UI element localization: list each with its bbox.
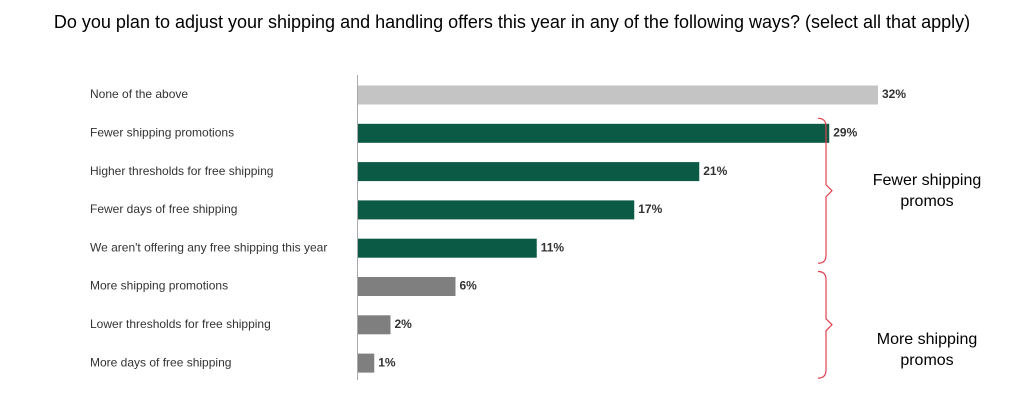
bar <box>358 85 878 105</box>
bar <box>358 315 391 335</box>
category-label: Lower thresholds for free shipping <box>90 317 271 331</box>
category-label: None of the above <box>90 87 188 101</box>
annotation: Fewer shipping promos <box>872 171 982 210</box>
category-label: We aren't offering any free shipping thi… <box>90 240 327 254</box>
category-label: More days of free shipping <box>90 355 231 369</box>
value-label: 21% <box>703 164 727 178</box>
bar <box>358 238 537 258</box>
bar <box>358 277 456 296</box>
value-label: 29% <box>833 125 857 139</box>
category-label: Higher thresholds for free shipping <box>90 164 273 178</box>
annotation: More shipping promos <box>876 330 978 369</box>
category-label: More shipping promotions <box>90 279 228 293</box>
category-label: Fewer shipping promotions <box>90 125 234 139</box>
value-label: 1% <box>378 355 396 369</box>
category-label: Fewer days of free shipping <box>90 202 237 216</box>
chart-title: Do you plan to adjust your shipping and … <box>53 12 971 32</box>
bracket <box>817 270 833 379</box>
bar <box>358 200 635 220</box>
value-label: 11% <box>541 240 565 254</box>
bar <box>358 353 375 373</box>
bar <box>358 162 700 182</box>
value-label: 32% <box>882 87 906 101</box>
bar <box>358 123 830 143</box>
bracket <box>817 117 833 264</box>
value-label: 17% <box>638 202 662 216</box>
value-label: 6% <box>460 279 478 293</box>
value-label: 2% <box>395 317 413 331</box>
